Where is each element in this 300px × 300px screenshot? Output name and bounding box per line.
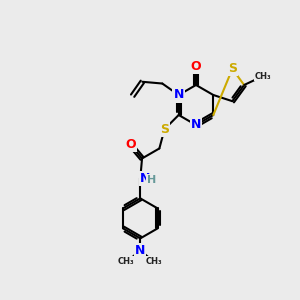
- Text: O: O: [126, 138, 136, 151]
- Text: O: O: [191, 59, 201, 73]
- Text: N: N: [140, 172, 151, 185]
- Text: N: N: [173, 88, 184, 101]
- Text: S: S: [160, 123, 169, 136]
- Text: H: H: [147, 175, 156, 185]
- Text: CH₃: CH₃: [118, 257, 135, 266]
- Text: CH₃: CH₃: [255, 72, 272, 81]
- Text: N: N: [135, 244, 146, 257]
- Text: CH₃: CH₃: [146, 257, 163, 266]
- Text: S: S: [228, 62, 237, 75]
- Text: N: N: [191, 118, 201, 131]
